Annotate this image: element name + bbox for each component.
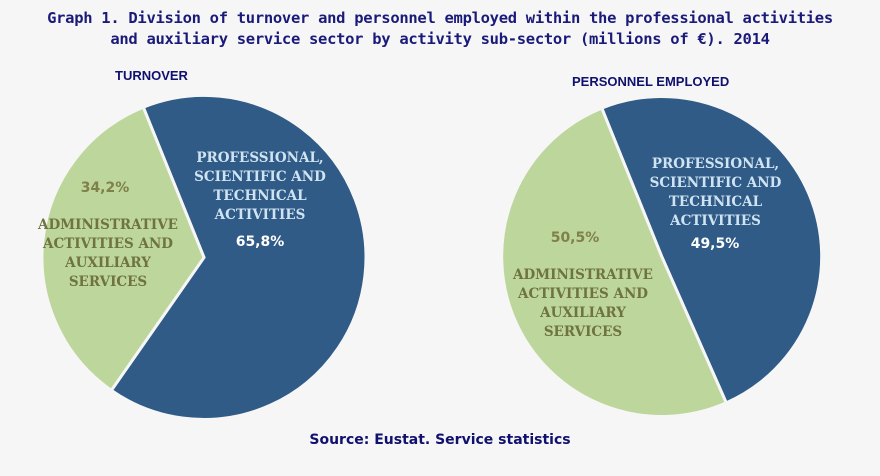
personnel-green-label: ADMINISTRATIVE ACTIVITIES AND AUXILIARY … (513, 267, 653, 340)
personnel-green-value: 50,5% (550, 230, 600, 246)
title-line-1: Graph 1. Division of turnover and person… (47, 9, 833, 27)
personnel-slice-administrative (500, 106, 729, 418)
turnover-green-label: ADMINISTRATIVE ACTIVITIES AND AUXILIARY … (38, 217, 178, 290)
turnover-blue-label: PROFESSIONAL, SCIENTIFIC AND TECHNICAL A… (194, 150, 326, 223)
source-note: Source: Eustat. Service statistics (309, 432, 571, 448)
chart-title: Graph 1. Division of turnover and person… (0, 8, 880, 50)
turnover-green-value: 34,2% (80, 180, 130, 196)
personnel-blue-label: PROFESSIONAL, SCIENTIFIC AND TECHNICAL A… (649, 156, 782, 229)
turnover-title: TURNOVER (115, 68, 188, 83)
turnover-slice-administrative (40, 105, 206, 393)
personnel-slice-professional (599, 94, 824, 405)
turnover-blue-value: 65,8% (235, 234, 285, 250)
personnel-blue-value: 49,5% (690, 236, 740, 252)
title-line-2: and auxiliary service sector by activity… (110, 30, 770, 48)
turnover-slice-professional (109, 93, 368, 421)
personnel-title: PERSONNEL EMPLOYED (572, 74, 730, 89)
